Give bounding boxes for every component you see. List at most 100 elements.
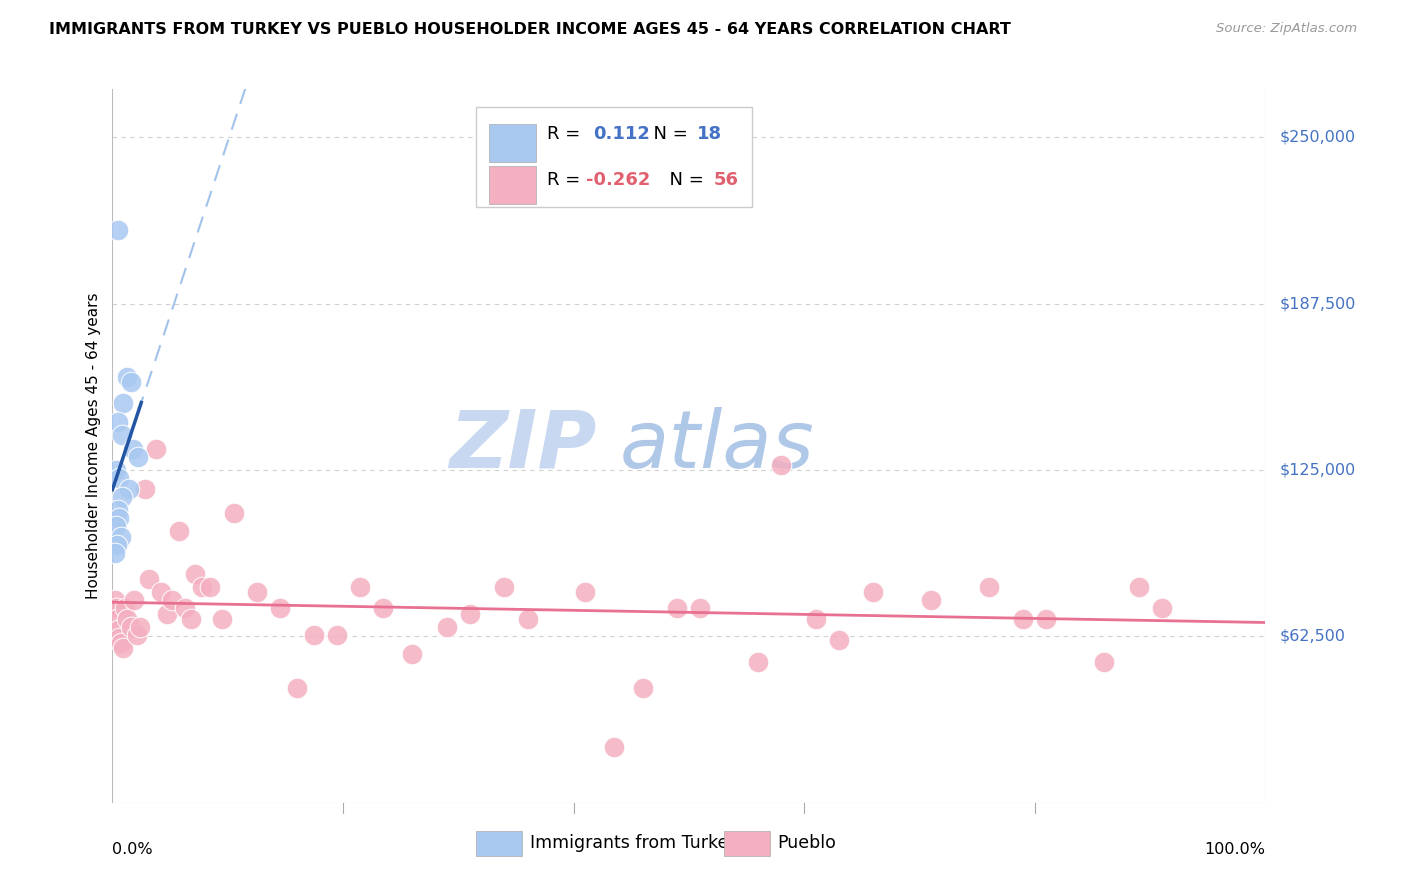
Point	[104, 545, 127, 559]
Point	[104, 519, 127, 533]
Point	[122, 442, 145, 456]
Point	[1150, 601, 1173, 615]
Point	[631, 681, 654, 696]
Text: ZIP: ZIP	[450, 407, 596, 485]
Text: $62,500: $62,500	[1279, 629, 1346, 644]
Text: R =: R =	[547, 125, 586, 143]
Point	[222, 506, 245, 520]
Point	[124, 593, 146, 607]
Point	[373, 601, 395, 615]
Point	[169, 524, 191, 539]
Point	[1012, 612, 1035, 626]
Point	[184, 566, 207, 581]
Point	[149, 585, 172, 599]
Point	[117, 612, 139, 626]
Text: 56: 56	[713, 171, 738, 189]
Point	[108, 511, 131, 525]
Point	[107, 623, 129, 637]
FancyBboxPatch shape	[475, 107, 752, 207]
Point	[436, 620, 458, 634]
Point	[111, 396, 134, 410]
Text: atlas: atlas	[620, 407, 814, 485]
Text: Immigrants from Turkey: Immigrants from Turkey	[530, 835, 738, 853]
Point	[105, 537, 128, 551]
Point	[107, 503, 129, 517]
Bar	[475, 831, 522, 855]
Point	[174, 601, 197, 615]
Point	[180, 612, 202, 626]
Point	[828, 633, 851, 648]
Point	[125, 628, 148, 642]
Point	[107, 415, 129, 429]
Text: Source: ZipAtlas.com: Source: ZipAtlas.com	[1216, 22, 1357, 36]
Point	[120, 375, 142, 389]
Point	[111, 428, 134, 442]
Point	[104, 601, 127, 615]
Point	[977, 580, 1000, 594]
Point	[105, 612, 128, 626]
Text: $125,000: $125,000	[1279, 462, 1355, 477]
Point	[1128, 580, 1150, 594]
Point	[162, 593, 184, 607]
Point	[108, 471, 131, 485]
Point	[401, 647, 423, 661]
Point	[304, 628, 326, 642]
Point	[494, 580, 516, 594]
Point	[138, 572, 160, 586]
Point	[145, 442, 167, 456]
Y-axis label: Householder Income Ages 45 - 64 years: Householder Income Ages 45 - 64 years	[86, 293, 101, 599]
Point	[107, 223, 129, 237]
Point	[246, 585, 269, 599]
Point	[1035, 612, 1057, 626]
Text: N =: N =	[641, 125, 693, 143]
Point	[920, 593, 942, 607]
Text: 0.112: 0.112	[593, 125, 650, 143]
Point	[458, 607, 481, 621]
Text: 100.0%: 100.0%	[1205, 842, 1265, 857]
Point	[110, 529, 132, 543]
Point	[603, 739, 626, 754]
Point	[804, 612, 827, 626]
Point	[134, 482, 156, 496]
Bar	[489, 167, 536, 203]
Point	[127, 450, 149, 464]
Point	[211, 612, 233, 626]
Point	[108, 631, 131, 645]
Point	[110, 636, 132, 650]
Point	[111, 641, 134, 656]
Point	[689, 601, 711, 615]
Point	[129, 620, 152, 634]
Point	[349, 580, 371, 594]
Point	[191, 580, 214, 594]
Bar	[724, 831, 769, 855]
Point	[666, 601, 689, 615]
Point	[200, 580, 222, 594]
Text: Pueblo: Pueblo	[778, 835, 837, 853]
Point	[747, 655, 769, 669]
Point	[120, 620, 142, 634]
Bar	[489, 125, 536, 161]
Text: 18: 18	[697, 125, 723, 143]
Text: -0.262: -0.262	[586, 171, 651, 189]
Point	[111, 490, 134, 504]
Point	[862, 585, 884, 599]
Text: $250,000: $250,000	[1279, 129, 1355, 145]
Point	[156, 607, 179, 621]
Point	[114, 601, 136, 615]
Point	[285, 681, 308, 696]
Point	[770, 458, 793, 472]
Text: N =: N =	[658, 171, 709, 189]
Text: IMMIGRANTS FROM TURKEY VS PUEBLO HOUSEHOLDER INCOME AGES 45 - 64 YEARS CORRELATI: IMMIGRANTS FROM TURKEY VS PUEBLO HOUSEHO…	[49, 22, 1011, 37]
Point	[117, 369, 139, 384]
Point	[516, 612, 538, 626]
Text: R =: R =	[547, 171, 586, 189]
Point	[269, 601, 291, 615]
Point	[574, 585, 596, 599]
Point	[104, 593, 127, 607]
Text: $187,500: $187,500	[1279, 296, 1355, 311]
Point	[1092, 655, 1115, 669]
Text: 0.0%: 0.0%	[112, 842, 153, 857]
Point	[117, 482, 139, 496]
Point	[104, 463, 127, 477]
Point	[326, 628, 349, 642]
